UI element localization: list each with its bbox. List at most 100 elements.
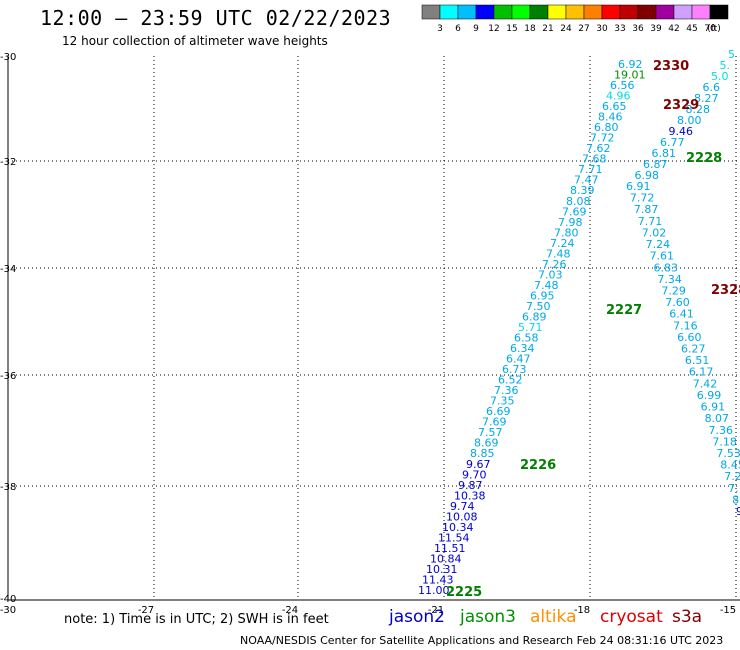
colorbar-tick-label: 42 — [668, 24, 679, 34]
swh-value: 6.17 — [689, 366, 714, 379]
latitude-tick-label: -30 — [0, 52, 16, 63]
swh-value: 6.65 — [602, 100, 627, 113]
longitude-tick-label: -15 — [720, 605, 736, 616]
swh-value: 19.01 — [614, 69, 646, 82]
longitude-tick-label: -21 — [428, 605, 444, 616]
swh-value: 6.60 — [677, 331, 702, 344]
swh-value: 11.00 — [418, 584, 450, 597]
colorbar-tick-label: 36 — [632, 24, 644, 34]
swh-value: 5.0 — [711, 70, 729, 83]
swh-value: 11.43 — [422, 573, 454, 586]
swh-value: 7.2 — [724, 470, 740, 483]
swh-value: 8.07 — [705, 412, 730, 425]
swh-value: 7.36 — [709, 424, 734, 437]
latitude-tick-label: -36 — [0, 371, 16, 382]
swh-value: 6.34 — [510, 342, 535, 355]
longitude-tick-label: -24 — [282, 605, 298, 616]
swh-value: 7.48 — [546, 247, 571, 260]
colorbar-tick-label: 70 — [704, 24, 716, 34]
swh-value: 7.50 — [526, 300, 551, 313]
swh-value: 6.95 — [530, 289, 555, 302]
latitude-tick-label: -34 — [0, 264, 16, 275]
swh-value: 6.73 — [502, 363, 527, 376]
swh-value: 6.91 — [701, 401, 726, 414]
swh-value: 5.71 — [518, 321, 543, 334]
swh-value: 6.47 — [506, 353, 531, 366]
swh-value: 6.27 — [681, 343, 706, 356]
latitude-tick-label: -38 — [0, 482, 16, 493]
swh-value: 7.36 — [494, 384, 519, 397]
swh-value: 11.54 — [438, 531, 470, 544]
swh-value: 10.38 — [454, 489, 486, 502]
satellite-legend-s3a: s3a — [672, 607, 703, 627]
swh-value: 7.57 — [478, 426, 503, 439]
colorbar-tick-label: 3 — [437, 24, 443, 34]
swh-value: 7.26 — [542, 258, 567, 271]
swh-value: 6.83 — [654, 261, 679, 274]
swh-value: 7.69 — [482, 416, 507, 429]
pass-time-label: 2328 — [711, 283, 740, 298]
colorbar-tick-label: 6 — [455, 24, 461, 34]
pass-time-label: 2226 — [520, 458, 556, 473]
swh-value: 8.85 — [470, 447, 495, 460]
swh-value: 8.45 — [720, 459, 740, 472]
colorbar-tick-label: 33 — [614, 24, 625, 34]
swh-value: 6.92 — [618, 58, 643, 71]
swh-value: 7.18 — [712, 435, 737, 448]
swh-value: 6.77 — [660, 136, 685, 149]
colorbar-swatch — [709, 4, 729, 20]
swh-value: 4.96 — [606, 90, 631, 103]
swh-value: 7.42 — [693, 377, 718, 390]
swh-value: 9.74 — [450, 500, 475, 513]
satellite-legend-cryosat: cryosat — [600, 607, 663, 627]
swh-value: 7.80 — [554, 226, 579, 239]
pass-time-label: 2227 — [606, 303, 642, 318]
swh-value: 7.16 — [673, 319, 698, 332]
colorbar-tick-label: 12 — [488, 24, 499, 34]
swh-value: 9.46 — [669, 125, 694, 138]
swh-value: 9.87 — [458, 479, 483, 492]
colorbar-tick-label: 15 — [506, 24, 517, 34]
swh-value: 8.00 — [677, 114, 702, 127]
swh-value: 6.87 — [643, 158, 668, 171]
longitude-tick-label: -27 — [138, 605, 154, 616]
pass-time-label: 2330 — [653, 59, 689, 74]
swh-value: 10.34 — [442, 521, 474, 534]
units-note: note: 1) Time is in UTC; 2) SWH is in fe… — [64, 612, 329, 627]
latitude-tick-label: -40 — [0, 594, 16, 605]
pass-time-label: 2225 — [446, 585, 482, 600]
swh-value: 6.80 — [594, 121, 619, 134]
swh-value: 7.03 — [538, 268, 563, 281]
swh-value: 7.60 — [665, 296, 690, 309]
colorbar-tick-label: 39 — [650, 24, 662, 34]
swh-value: 10.84 — [430, 552, 462, 565]
color-scale-legend: 3 6 9 12 15 18 21 24 27 30 33 36 39 42 45 70(ft) — [421, 4, 729, 34]
swh-value: 6.81 — [652, 147, 677, 160]
swh-value: 8.69 — [474, 437, 499, 450]
colorbar-tick-label: 24 — [560, 24, 572, 34]
colorbar-tick-label: 21 — [542, 24, 553, 34]
colorbar-tick-label: 30 — [596, 24, 608, 34]
swh-value: 7.53 — [716, 447, 740, 460]
swh-value: 7.02 — [642, 226, 667, 239]
swh-value: 7.98 — [558, 216, 583, 229]
swh-value: 7.47 — [574, 174, 599, 187]
swh-value: 7.1 — [728, 482, 740, 495]
swh-value: 6.98 — [635, 169, 660, 182]
colorbar-unit-label: (ft) — [707, 24, 721, 34]
swh-value: 10.08 — [446, 510, 478, 523]
satellite-legend-altika: altika — [530, 607, 577, 627]
swh-value: 6.52 — [498, 374, 523, 387]
swh-value: 8.39 — [570, 184, 595, 197]
swh-value: 9.70 — [462, 468, 487, 481]
swh-value: 7.24 — [646, 238, 671, 251]
swh-value: 5 — [728, 48, 735, 61]
pass-time-label: 2228 — [686, 151, 722, 166]
longitude-tick-label: -18 — [574, 605, 590, 616]
pass-time-label: 2329 — [663, 98, 699, 113]
footer-credit: NOAA/NESDIS Center for Satellite Applica… — [240, 634, 724, 647]
swh-value: 8.28 — [686, 103, 711, 116]
satellite-legend-jason2: jason2 — [389, 607, 445, 627]
